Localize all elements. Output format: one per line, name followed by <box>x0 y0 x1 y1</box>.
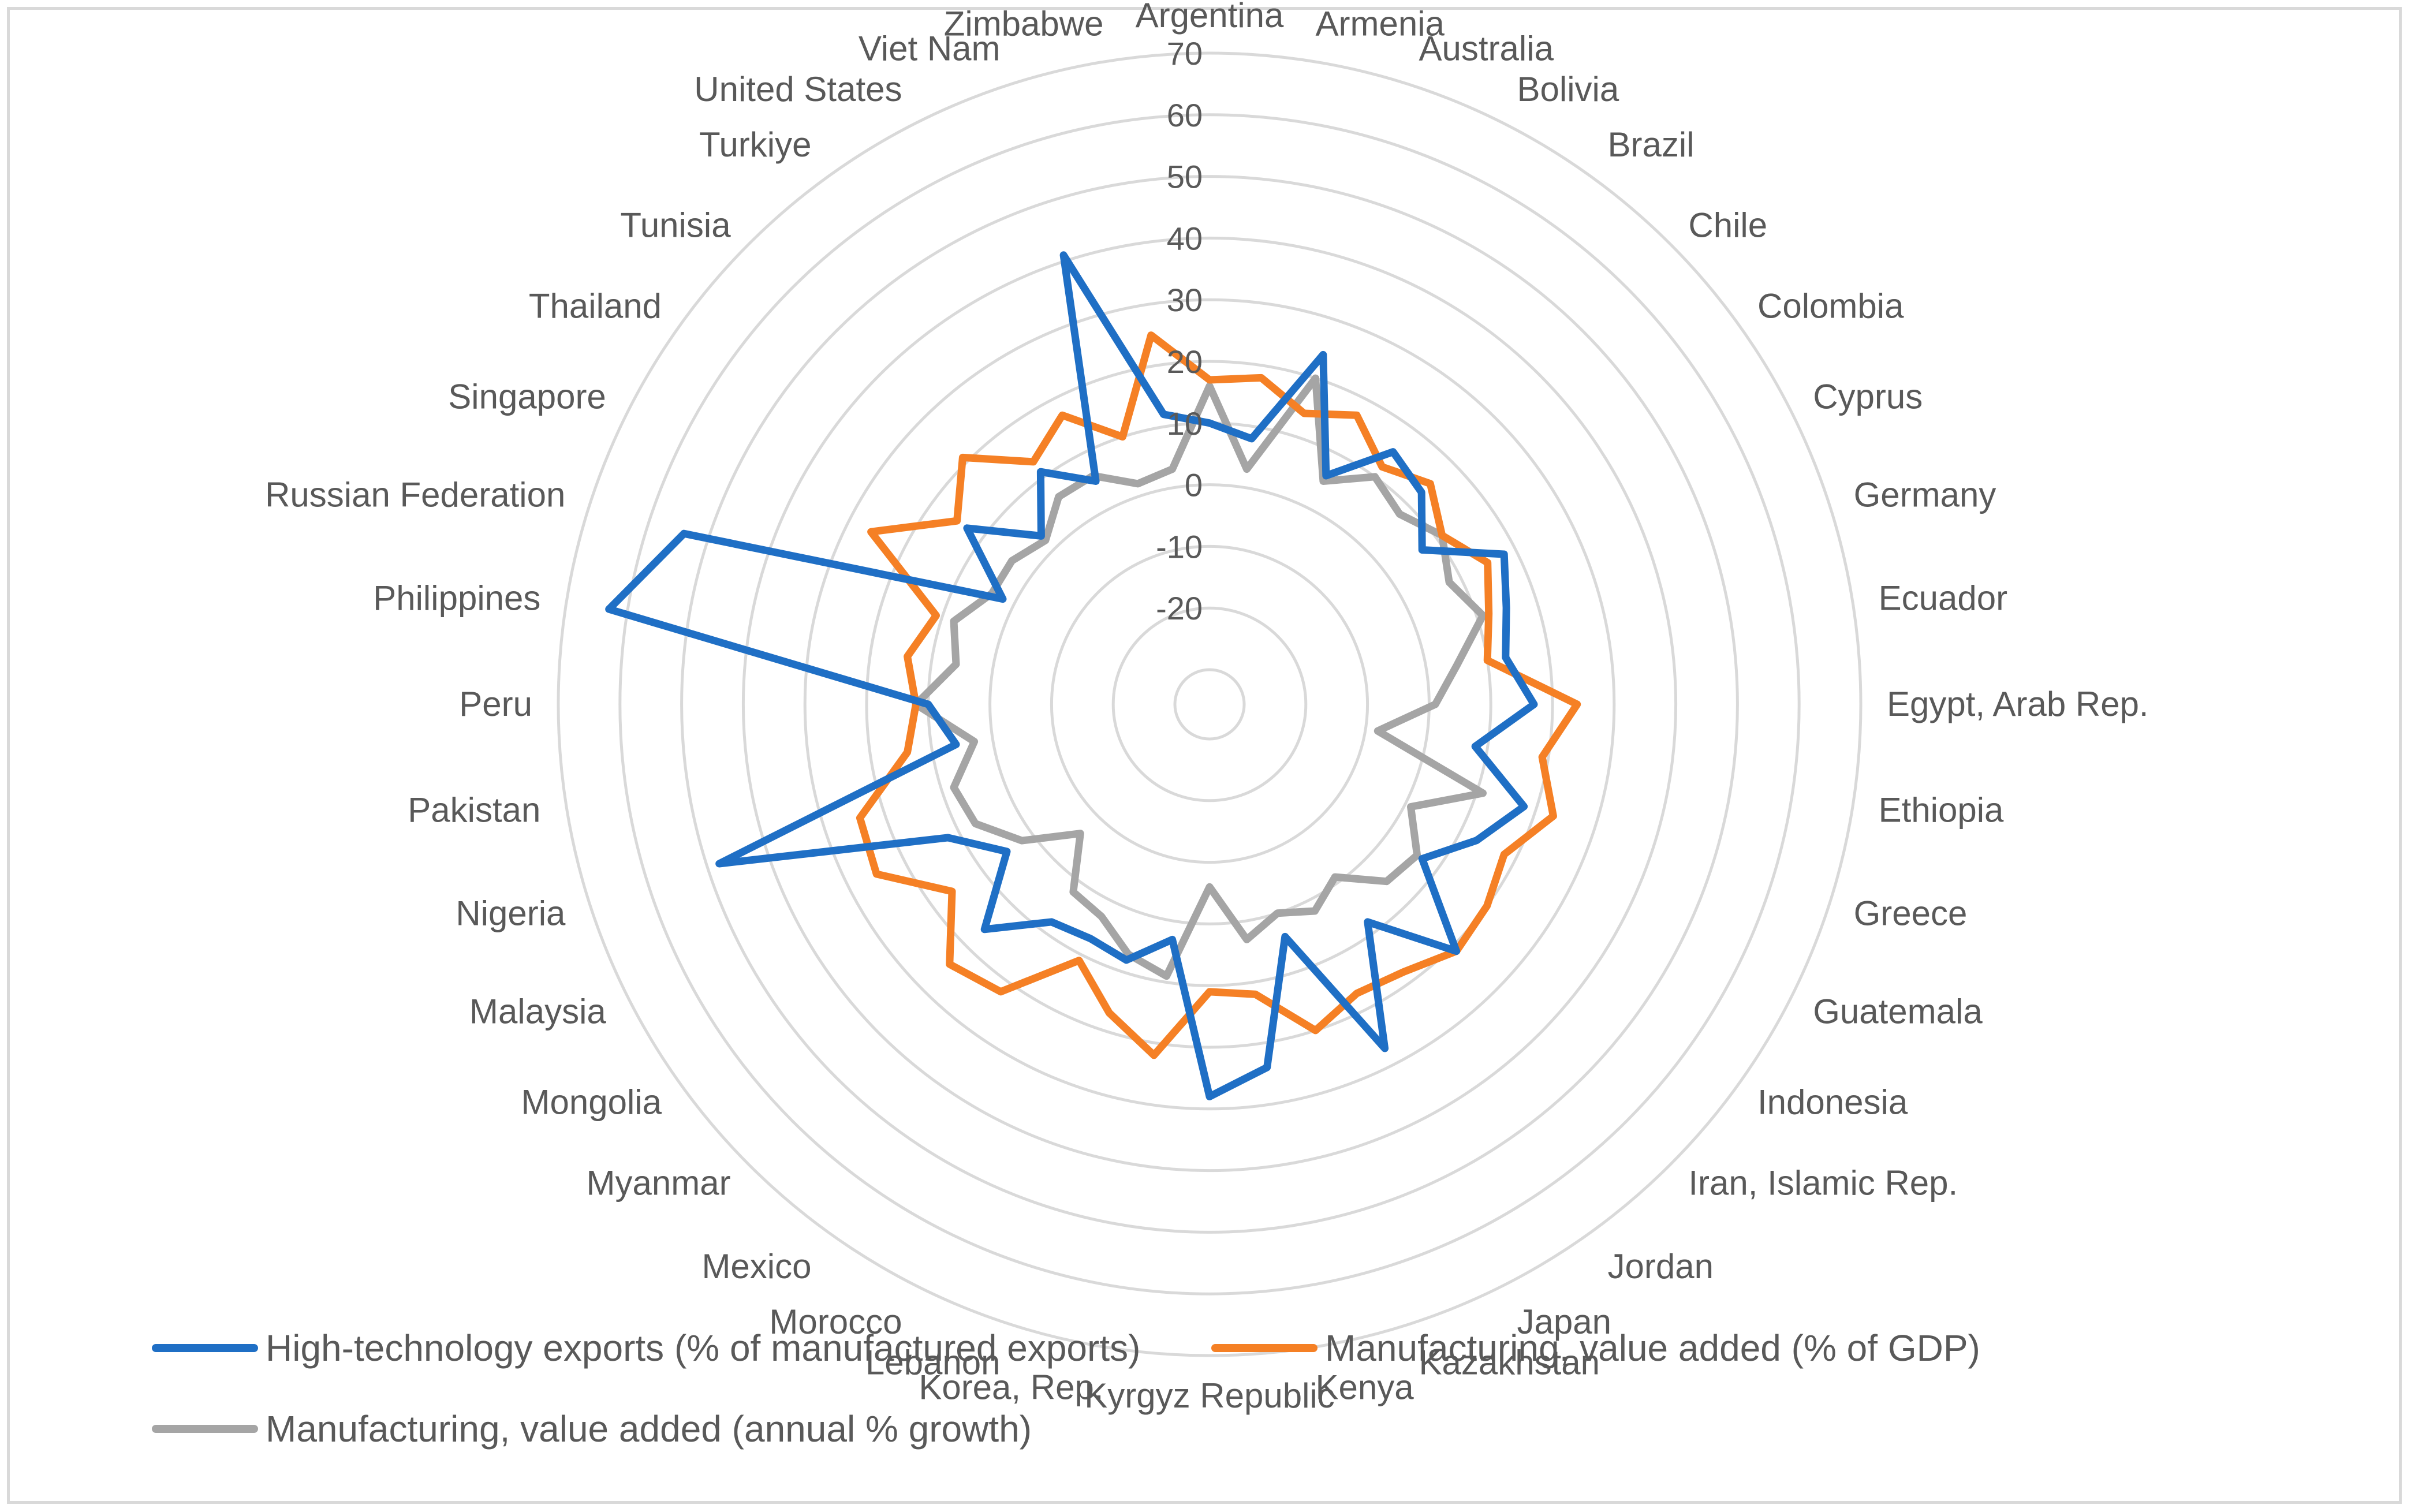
category-label: Mexico <box>701 1247 811 1286</box>
radial-tick-labels: -20 -10 0 10 20 30 40 50 60 70 <box>1156 35 1203 626</box>
category-label: Armenia <box>1316 4 1445 43</box>
radial-tick-label: -20 <box>1156 590 1203 626</box>
category-label: Kazakhstan <box>1419 1343 1600 1382</box>
category-label: United States <box>694 70 902 109</box>
grid-ring <box>557 51 1863 1357</box>
category-label: Iran, Islamic Rep. <box>1688 1163 1958 1202</box>
category-label: Kenya <box>1316 1368 1414 1407</box>
category-label: Kyrgyz Republic <box>1084 1376 1335 1415</box>
category-label: Myanmar <box>587 1163 731 1202</box>
radial-tick-label: 20 <box>1167 344 1203 380</box>
chart-frame <box>7 7 2402 1504</box>
radial-tick-label: -10 <box>1156 528 1203 565</box>
category-label: Guatemala <box>1813 992 1983 1031</box>
category-label: Turkiye <box>699 125 811 164</box>
category-label: Germany <box>1854 476 1996 514</box>
category-label: Bolivia <box>1517 70 1619 109</box>
category-label: Greece <box>1854 894 1968 933</box>
category-label: Argentina <box>1136 0 1284 35</box>
category-label: Nigeria <box>456 894 566 933</box>
category-label: Japan <box>1517 1302 1611 1341</box>
category-label: Jordan <box>1608 1247 1714 1286</box>
category-label: Egypt, Arab Rep. <box>1887 685 2149 723</box>
grid-ring <box>1111 606 1308 802</box>
category-label: Morocco <box>769 1302 902 1341</box>
grid-ring <box>865 360 1554 1049</box>
category-label: Ethiopia <box>1879 791 2004 830</box>
category-label: Ecuador <box>1879 579 2007 618</box>
grid-ring <box>927 421 1492 987</box>
category-label: Peru <box>459 685 532 723</box>
legend: High-technology exports (% of manufactur… <box>152 1327 1980 1450</box>
radial-tick-label: 0 <box>1185 467 1203 503</box>
radial-tick-label: 60 <box>1167 97 1203 133</box>
category-label: Lebanon <box>865 1343 1001 1382</box>
category-label: Philippines <box>373 579 540 618</box>
category-label: Russian Federation <box>265 476 565 514</box>
category-label: Pakistan <box>408 791 540 830</box>
legend-label-0: High-technology exports (% of manufactur… <box>266 1327 1140 1369</box>
grid-ring <box>988 483 1431 925</box>
radial-tick-label: 30 <box>1167 282 1203 318</box>
radar-grid <box>557 51 1863 1357</box>
grid-ring <box>803 298 1616 1111</box>
category-label: Tunisia <box>620 206 731 245</box>
category-label: Indonesia <box>1757 1083 1908 1122</box>
category-label: Chile <box>1688 206 1767 245</box>
category-label: Zimbabwe <box>944 4 1104 43</box>
radial-tick-label: 10 <box>1167 405 1203 442</box>
category-label: Australia <box>1419 29 1554 68</box>
legend-label-1: Manufacturing, value added (% of GDP) <box>1325 1327 1980 1369</box>
grid-ring <box>1173 668 1246 741</box>
category-label: Viet Nam <box>859 29 1001 68</box>
series-layer <box>605 251 1581 1100</box>
radial-tick-label: 50 <box>1167 159 1203 195</box>
grid-ring <box>741 236 1678 1173</box>
grid-ring <box>1050 544 1369 864</box>
series-line-0 <box>605 251 1538 1100</box>
grid-ring <box>680 175 1739 1234</box>
category-label: Thailand <box>529 287 662 326</box>
category-label: Brazil <box>1608 125 1695 164</box>
category-label: Malaysia <box>469 992 606 1031</box>
category-label: Colombia <box>1757 287 1904 326</box>
radial-tick-label: 40 <box>1167 220 1203 256</box>
legend-label-2: Manufacturing, value added (annual % gro… <box>266 1408 1032 1450</box>
category-label: Singapore <box>448 378 606 416</box>
grid-ring <box>618 113 1801 1296</box>
category-label: Mongolia <box>521 1083 662 1122</box>
category-label: Korea, Rep. <box>919 1368 1103 1407</box>
category-label: Cyprus <box>1813 378 1923 416</box>
radial-tick-label: 70 <box>1167 35 1203 72</box>
